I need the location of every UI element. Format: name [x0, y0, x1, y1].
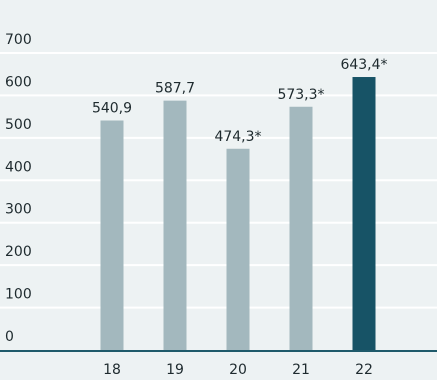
x-tick-label-19: 19	[166, 362, 184, 378]
data-label-19: 587,7	[155, 81, 195, 97]
data-label-21: 573,3*	[277, 87, 324, 103]
y-tick-label-600: 600	[5, 74, 32, 90]
bars	[0, 77, 437, 352]
y-tick-label-0: 0	[5, 329, 14, 345]
x-tick-label-22: 22	[355, 362, 373, 378]
data-label-20: 474,3*	[214, 129, 261, 145]
bar-21	[289, 106, 313, 350]
x-tick-label-18: 18	[103, 362, 121, 378]
y-tick-label-200: 200	[5, 244, 32, 260]
y-tick-label-300: 300	[5, 202, 32, 218]
gridlines	[0, 52, 437, 309]
data-label-18: 540,9	[92, 101, 132, 117]
data-label-22: 643,4*	[340, 57, 387, 73]
bar-19	[163, 100, 187, 351]
labels: 0 100 200 300 400 500 600 700 540,9 18 587,7 19 474,…	[5, 32, 388, 378]
y-tick-label-500: 500	[5, 117, 32, 133]
bar-18	[100, 120, 124, 350]
y-tick-label-400: 400	[5, 159, 32, 175]
bar-20	[226, 148, 250, 350]
x-tick-label-21: 21	[292, 362, 310, 378]
bar-22	[352, 77, 376, 350]
x-tick-label-20: 20	[229, 362, 247, 378]
y-tick-label-100: 100	[5, 287, 32, 303]
y-tick-label-700: 700	[5, 32, 32, 48]
